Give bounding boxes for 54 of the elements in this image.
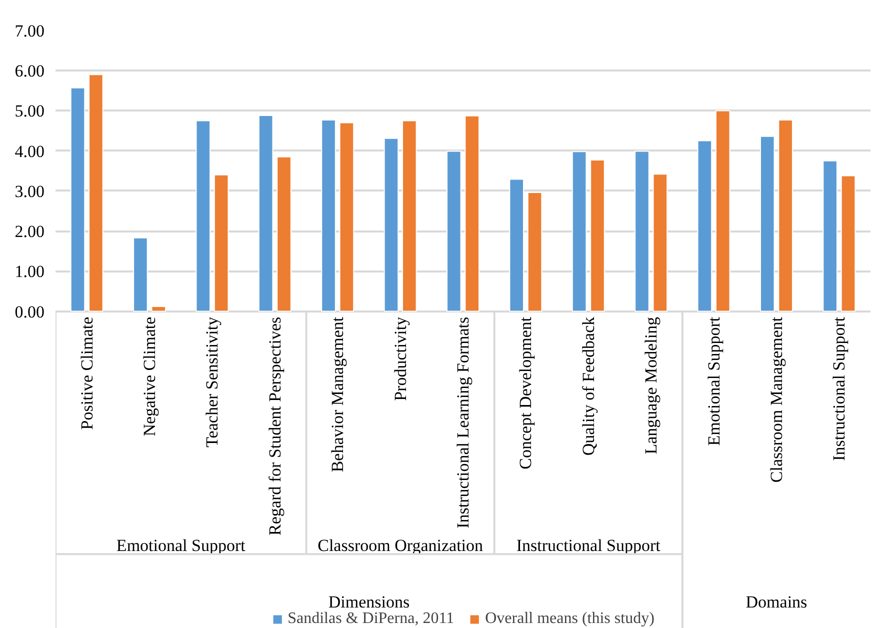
x-tick-label: Quality of Feedback	[578, 316, 598, 456]
bar	[88, 74, 104, 312]
bar	[634, 150, 650, 312]
bar	[822, 160, 838, 312]
y-tick-label: 4.00	[14, 142, 44, 161]
bar	[339, 122, 354, 312]
y-tick-label: 6.00	[14, 62, 44, 81]
bar	[384, 138, 399, 312]
bar	[214, 174, 229, 312]
x-tick-label: Behavior Management	[328, 316, 348, 472]
bar	[133, 237, 148, 312]
bar	[760, 136, 775, 312]
x-tick-label: Emotional Support	[704, 316, 724, 446]
y-tick-label: 2.00	[14, 222, 44, 242]
legend-label: Overall means (this study)	[485, 610, 654, 628]
x-tick-label: Regard for Student Perspectives	[265, 316, 284, 536]
text: Instructional Support	[516, 536, 661, 556]
bar	[697, 140, 712, 312]
bar	[509, 178, 524, 312]
bar	[572, 151, 587, 312]
bar	[70, 87, 86, 312]
y-tick-label: 0.00	[14, 302, 44, 322]
y-tick-label: 3.00	[14, 182, 44, 201]
bar	[527, 192, 542, 312]
x-tick-label: Concept Development	[516, 316, 536, 470]
bar	[258, 115, 274, 312]
x-tick-label: Productivity	[390, 316, 410, 401]
bar	[276, 156, 292, 312]
bar	[652, 174, 668, 312]
bar	[840, 175, 856, 312]
bar	[590, 160, 605, 312]
y-tick-label: 1.00	[14, 262, 44, 282]
legend-label: Sandilas & DiPerna, 2011	[288, 610, 454, 628]
y-tick-label: 5.00	[14, 102, 44, 121]
x-tick-label: Negative Climate	[140, 316, 160, 436]
x-tick-label: Classroom Management	[766, 316, 786, 483]
x-tick-label: Positive Climate	[77, 316, 96, 430]
bar	[151, 306, 166, 312]
bar	[464, 115, 480, 312]
x-tick-label: Language Modeling	[642, 316, 661, 454]
bar	[196, 120, 211, 312]
bar	[321, 119, 336, 312]
y-tick-label: 7.00	[14, 22, 44, 40]
bar	[778, 119, 793, 312]
text: Classroom Organization	[318, 536, 484, 556]
x-tick-label: Instructional Learning Formats	[454, 316, 472, 528]
text: Domains	[746, 592, 808, 612]
bar	[402, 120, 417, 312]
bar	[715, 110, 730, 312]
x-tick-label: Instructional Support	[830, 316, 849, 461]
bar	[446, 150, 462, 312]
text: Emotional Support	[116, 536, 246, 556]
x-tick-label: Teacher Sensitivity	[202, 316, 222, 448]
text: Dimensions	[328, 592, 410, 612]
